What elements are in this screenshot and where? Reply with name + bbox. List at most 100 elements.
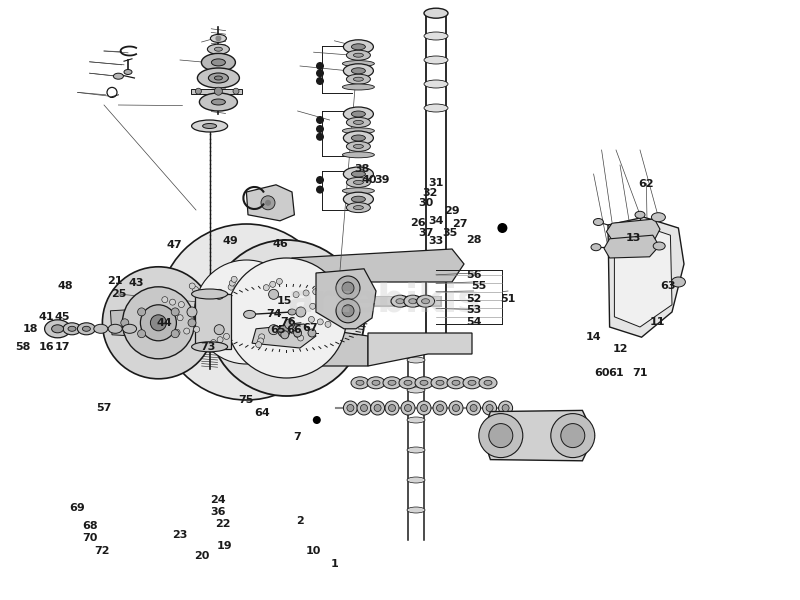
Ellipse shape	[404, 295, 422, 307]
Text: 16: 16	[38, 342, 54, 352]
Ellipse shape	[351, 377, 369, 389]
Text: 67: 67	[302, 323, 318, 332]
Circle shape	[316, 125, 324, 133]
Text: 48: 48	[58, 281, 74, 290]
Text: 7: 7	[294, 432, 302, 442]
Ellipse shape	[396, 299, 404, 304]
Text: 26: 26	[410, 218, 426, 228]
Circle shape	[269, 289, 278, 299]
Ellipse shape	[343, 192, 374, 206]
Ellipse shape	[354, 206, 363, 209]
Ellipse shape	[482, 401, 497, 415]
Ellipse shape	[361, 404, 367, 412]
Circle shape	[316, 176, 324, 184]
Circle shape	[138, 330, 146, 338]
Text: 34: 34	[428, 216, 444, 226]
Ellipse shape	[354, 121, 363, 124]
Ellipse shape	[389, 404, 395, 412]
Circle shape	[258, 338, 263, 344]
Circle shape	[158, 224, 334, 400]
Polygon shape	[606, 219, 660, 240]
Ellipse shape	[211, 99, 226, 105]
Text: 57: 57	[96, 403, 112, 413]
Ellipse shape	[208, 73, 229, 83]
Circle shape	[226, 258, 346, 378]
Text: 70: 70	[82, 533, 98, 542]
Text: 54: 54	[466, 317, 482, 326]
Circle shape	[171, 308, 179, 316]
Text: 69: 69	[70, 503, 86, 512]
Ellipse shape	[653, 242, 665, 250]
Ellipse shape	[437, 404, 443, 412]
Ellipse shape	[199, 93, 238, 111]
Ellipse shape	[424, 104, 448, 112]
Text: 39: 39	[374, 175, 390, 185]
Circle shape	[188, 319, 196, 327]
Circle shape	[325, 322, 331, 328]
Text: 11: 11	[650, 317, 666, 326]
Ellipse shape	[51, 325, 64, 333]
Circle shape	[265, 200, 271, 206]
Ellipse shape	[214, 76, 222, 80]
Ellipse shape	[343, 401, 358, 415]
Ellipse shape	[424, 32, 448, 40]
Ellipse shape	[351, 44, 366, 50]
Circle shape	[231, 277, 237, 283]
Text: 63: 63	[660, 281, 676, 290]
Polygon shape	[248, 318, 368, 366]
Polygon shape	[604, 235, 659, 258]
Text: 35: 35	[442, 228, 458, 238]
Ellipse shape	[192, 289, 228, 299]
Text: 28: 28	[466, 235, 482, 245]
Text: 65: 65	[270, 325, 286, 335]
Ellipse shape	[407, 447, 425, 453]
Ellipse shape	[407, 417, 425, 423]
Text: 73: 73	[200, 342, 216, 352]
Text: 62: 62	[638, 179, 654, 188]
Circle shape	[489, 424, 513, 448]
Circle shape	[184, 328, 190, 334]
Ellipse shape	[63, 323, 81, 335]
Ellipse shape	[342, 84, 374, 90]
Text: 74: 74	[266, 310, 282, 319]
Text: 20: 20	[194, 551, 210, 560]
Circle shape	[276, 278, 282, 284]
Ellipse shape	[343, 40, 374, 54]
Circle shape	[309, 316, 314, 322]
Circle shape	[214, 325, 224, 335]
Text: 61: 61	[608, 368, 624, 378]
Circle shape	[162, 296, 168, 302]
Ellipse shape	[498, 401, 513, 415]
Circle shape	[197, 290, 203, 296]
Text: 53: 53	[466, 305, 482, 314]
Text: 76: 76	[280, 317, 296, 326]
Text: 45: 45	[54, 312, 70, 322]
Circle shape	[177, 315, 183, 321]
Text: 38: 38	[354, 164, 370, 174]
Polygon shape	[482, 410, 594, 461]
Circle shape	[194, 260, 298, 364]
Ellipse shape	[372, 380, 380, 385]
Polygon shape	[288, 249, 464, 282]
Ellipse shape	[243, 310, 256, 319]
Ellipse shape	[370, 401, 385, 415]
Circle shape	[285, 319, 294, 329]
Ellipse shape	[202, 53, 235, 71]
Ellipse shape	[342, 61, 374, 67]
Circle shape	[171, 330, 179, 338]
Ellipse shape	[374, 404, 381, 412]
Circle shape	[342, 282, 354, 294]
Ellipse shape	[433, 401, 447, 415]
Text: 68: 68	[82, 521, 98, 530]
Ellipse shape	[420, 380, 428, 385]
Text: 71: 71	[632, 368, 648, 378]
Ellipse shape	[214, 47, 222, 51]
Circle shape	[187, 307, 197, 317]
Circle shape	[308, 329, 316, 337]
Ellipse shape	[424, 80, 448, 88]
Ellipse shape	[422, 299, 430, 304]
Circle shape	[178, 302, 184, 308]
Circle shape	[138, 308, 146, 316]
Ellipse shape	[346, 74, 370, 84]
Ellipse shape	[343, 64, 374, 78]
